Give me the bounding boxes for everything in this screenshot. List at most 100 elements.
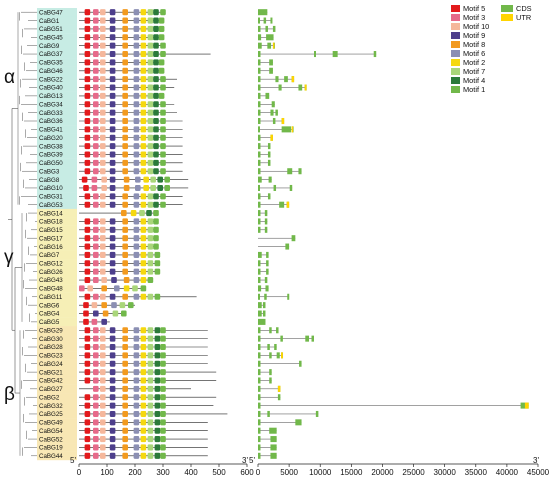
legend-swatch-cds: [501, 5, 513, 12]
cds-exon: [280, 335, 283, 342]
legend-swatch-m5: [451, 5, 460, 12]
motif-box: [147, 268, 154, 275]
motif-box: [140, 76, 147, 83]
cds-exon: [258, 159, 261, 166]
motif-box: [109, 436, 116, 443]
cds-exon: [272, 117, 276, 125]
cds-exon: [274, 343, 277, 351]
motif-box: [140, 377, 147, 384]
motif-box: [160, 51, 166, 58]
gene-label: CaBG37: [39, 51, 63, 58]
gene-label: CaBG24: [39, 361, 63, 368]
motif-box: [147, 436, 154, 443]
gene-label-background: [37, 125, 77, 134]
motif-box: [84, 436, 91, 443]
motif-box: [109, 419, 116, 426]
gene-label: CaBG41: [39, 127, 63, 134]
gene-label-background: [37, 326, 77, 335]
cds-exon: [373, 51, 377, 58]
motif-box: [109, 360, 116, 367]
motif-box: [147, 25, 154, 32]
motif-box: [147, 419, 154, 426]
motif-box: [93, 293, 99, 300]
motif-box: [123, 277, 130, 284]
cds-exon: [258, 402, 261, 409]
motif-box: [122, 168, 128, 175]
motif-box: [135, 176, 141, 183]
motif-box: [93, 251, 99, 258]
motif-box: [160, 360, 166, 367]
gene-label-background: [37, 66, 77, 76]
motif-box: [91, 318, 98, 325]
gene-label-background: [37, 167, 77, 176]
motif-box: [140, 126, 147, 133]
cds-exon: [287, 168, 293, 175]
motif-box: [153, 59, 159, 66]
structure-tick-label: 30000: [434, 468, 457, 477]
motif-box: [101, 184, 107, 191]
gene-label: CaBG5: [39, 319, 60, 326]
motif-box: [133, 444, 140, 451]
gene-label-background: [37, 91, 77, 101]
motif-box: [100, 134, 106, 141]
gene-label-background: [37, 133, 77, 143]
motif-box: [133, 84, 140, 91]
legend-label-m9: Motif 9: [463, 31, 485, 40]
gene-label: CaBG28: [39, 344, 63, 351]
motif-box: [122, 419, 128, 426]
motif-box: [140, 201, 147, 208]
motif-box: [84, 76, 91, 83]
gene-label: CaBG48: [39, 286, 63, 293]
gene-label-background: [37, 367, 77, 377]
motif-box: [93, 42, 99, 49]
cds-exon: [305, 335, 310, 342]
cds-exon: [258, 109, 261, 116]
gene-label: CaBG45: [39, 35, 63, 42]
cds-exon: [281, 126, 291, 133]
motif-box: [100, 193, 106, 200]
motif-box: [147, 402, 154, 409]
motif-box: [146, 210, 152, 217]
cds-exon: [269, 59, 273, 66]
gene-label-background: [37, 175, 77, 184]
motif-box: [153, 34, 159, 41]
motif-box: [79, 285, 85, 292]
cds-exon: [258, 34, 262, 41]
motif-box: [140, 25, 147, 32]
motif-box: [109, 101, 116, 108]
motif-box: [100, 59, 106, 66]
legend-swatch-m4: [451, 77, 460, 84]
cds-exon: [258, 327, 261, 334]
motif-box: [147, 59, 154, 66]
motif-box: [100, 25, 106, 32]
motif-box: [122, 410, 128, 417]
cds-exon: [258, 201, 261, 208]
motif-box: [93, 360, 99, 367]
motif-box: [147, 277, 154, 284]
motif-box: [93, 101, 99, 108]
motif-box: [100, 293, 106, 300]
gene-label: CaBG50: [39, 160, 63, 167]
motif-box: [84, 402, 91, 409]
motif-box: [133, 268, 140, 275]
motif-box: [147, 369, 154, 376]
motif-box: [93, 243, 99, 250]
cds-exon: [264, 218, 268, 225]
motif-box: [100, 42, 106, 49]
gene-label: CaBG4: [39, 311, 60, 318]
cds-exon: [258, 251, 262, 258]
motif-box: [100, 402, 106, 409]
gene-label-background: [37, 183, 77, 193]
legend-swatch-m10: [451, 23, 460, 30]
motif-box: [101, 176, 107, 183]
motif-box: [84, 377, 91, 384]
motif-box: [153, 243, 159, 250]
motif-box: [147, 9, 154, 16]
motif-box: [122, 159, 128, 166]
motif-box: [160, 9, 166, 16]
motif-box: [109, 9, 116, 16]
motif-box: [93, 59, 99, 66]
legend-label-m1: Motif 1: [463, 85, 485, 94]
